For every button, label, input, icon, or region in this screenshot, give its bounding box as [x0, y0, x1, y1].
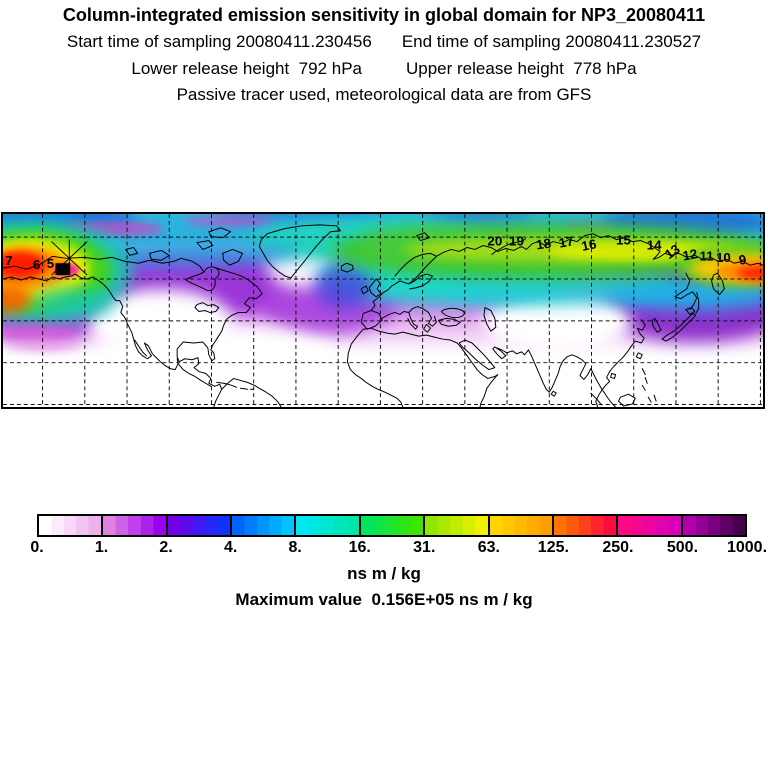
- colorbar-tick-63: 63.: [477, 539, 500, 556]
- colorbar-tick-4: 4.: [223, 539, 238, 556]
- colorbar-tick-500: 500.: [666, 539, 699, 556]
- trajectory-hour-label-14: 14: [647, 237, 662, 252]
- colorbar-track: [39, 516, 745, 535]
- colorbar-segment-3: [232, 516, 295, 535]
- colorbar-segment-6: [425, 516, 488, 535]
- trajectory-hour-label-6: 6: [33, 257, 40, 272]
- trajectory-hour-label-16: 16: [580, 236, 598, 254]
- colorbar-segment-1: [103, 516, 166, 535]
- trajectory-hour-label-7: 7: [5, 253, 12, 268]
- release-heights-line: Lower release height 792 hPa Upper relea…: [0, 59, 768, 79]
- upper-release-text: Upper release height 778 hPa: [406, 59, 637, 78]
- trajectory-hour-label-13: 13: [662, 241, 683, 262]
- start-time-text: Start time of sampling 20080411.230456: [66, 32, 372, 51]
- trajectory-hour-label-17: 17: [558, 233, 575, 250]
- lower-release-text: Lower release height 792 hPa: [131, 59, 362, 78]
- sampling-times-line: Start time of sampling 20080411.230456 E…: [0, 32, 768, 52]
- trajectory-hour-label-10: 10: [716, 250, 731, 265]
- trajectory-hour-label-12: 12: [681, 246, 698, 263]
- trajectory-hour-label-18: 18: [535, 236, 552, 253]
- latlon-grid: [3, 214, 763, 407]
- colorbar-segment-5: [360, 516, 424, 535]
- trajectory-hour-label-20: 20: [487, 234, 502, 249]
- colorbar-segment-0: [39, 516, 102, 535]
- max-value-label: Maximum value 0.156E+05 ns m / kg: [235, 590, 533, 609]
- colorbar: [37, 514, 747, 537]
- end-time-text: End time of sampling 20080411.230527: [401, 32, 702, 51]
- coastline-layer: [3, 224, 763, 407]
- colorbar-tick-0: 0.: [30, 539, 44, 556]
- colorbar-segment-9: [618, 516, 681, 535]
- trajectory-hour-label-19: 19: [509, 234, 524, 249]
- colorbar-tick-16: 16.: [348, 539, 371, 556]
- colorbar-tick-1000: 1000.: [726, 539, 768, 556]
- colorbar-segment-8: [553, 516, 617, 535]
- sensitivity-field-layer: [3, 214, 763, 407]
- colorbar-tick-1: 1.: [94, 539, 109, 556]
- colorbar-tick-31: 31.: [413, 539, 436, 556]
- colorbar-segment-2: [167, 516, 231, 535]
- colorbar-tick-labels: 0. 1. 2. 4. 8. 16. 31. 63. 125. 250. 500. 1000.: [30, 539, 767, 559]
- trajectory-hour-label-5: 5: [47, 256, 55, 271]
- release-marker: [51, 239, 88, 276]
- colorbar-tick-125: 125.: [537, 539, 569, 556]
- trajectory-hour-label-9: 9: [738, 252, 747, 268]
- trajectory-hour-label-11: 11: [700, 248, 715, 263]
- colorbar-tick-2: 2.: [159, 539, 173, 556]
- colorbar-tick-250: 250.: [602, 539, 634, 556]
- trajectory-hour-label-15: 15: [616, 233, 631, 248]
- colorbar-segment-4: [296, 516, 359, 535]
- tracer-note-line: Passive tracer used, meteorological data…: [176, 85, 592, 104]
- figure-title: Column-integrated emission sensitivity i…: [62, 5, 706, 25]
- units-label: ns m / kg: [347, 564, 421, 583]
- map-figure: 20 19 18 17 16 15 14 13 12 11 10 9 7 6 5: [1, 212, 765, 409]
- colorbar-segment-10: [682, 516, 745, 535]
- colorbar-tick-8: 8.: [288, 539, 302, 556]
- colorbar-segment-7: [489, 516, 552, 535]
